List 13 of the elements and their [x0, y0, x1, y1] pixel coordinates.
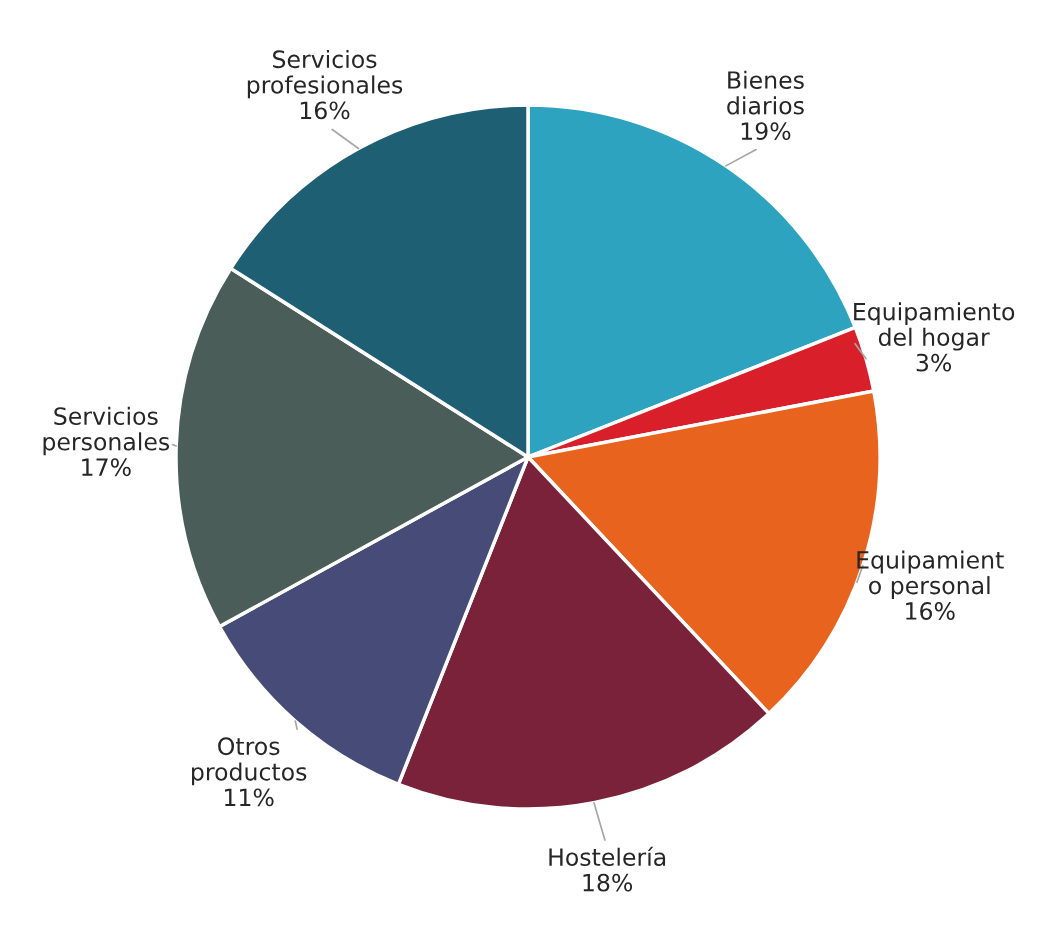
- data-label: 18%: [583, 873, 633, 892]
- slice-label: Bienes diarios: [727, 70, 804, 115]
- data-label: 19%: [741, 122, 791, 141]
- slice-label: Servicios profesionales: [247, 49, 403, 99]
- data-label: 16%: [906, 602, 955, 620]
- data-label: 16%: [300, 101, 350, 120]
- slice-label: Servicios personales: [43, 406, 170, 456]
- slice-label: Otros productos: [192, 737, 307, 786]
- slice-label: Equipamiento del hogar: [854, 302, 1015, 351]
- data-label: 11%: [225, 788, 274, 807]
- data-label: 17%: [82, 458, 131, 477]
- data-label: 3%: [916, 353, 952, 372]
- slice-label: Hostelería: [549, 846, 666, 866]
